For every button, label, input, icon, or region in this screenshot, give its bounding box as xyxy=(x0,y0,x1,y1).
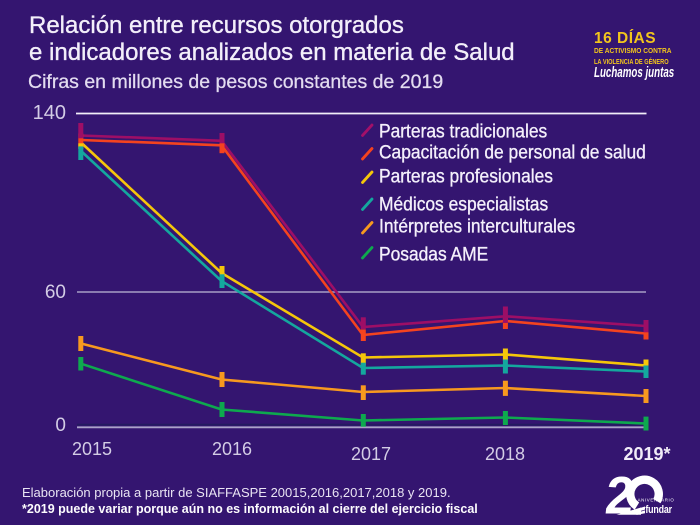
svg-text:ANIVERSARIO: ANIVERSARIO xyxy=(638,498,675,503)
svg-text:fundar: fundar xyxy=(645,504,672,516)
